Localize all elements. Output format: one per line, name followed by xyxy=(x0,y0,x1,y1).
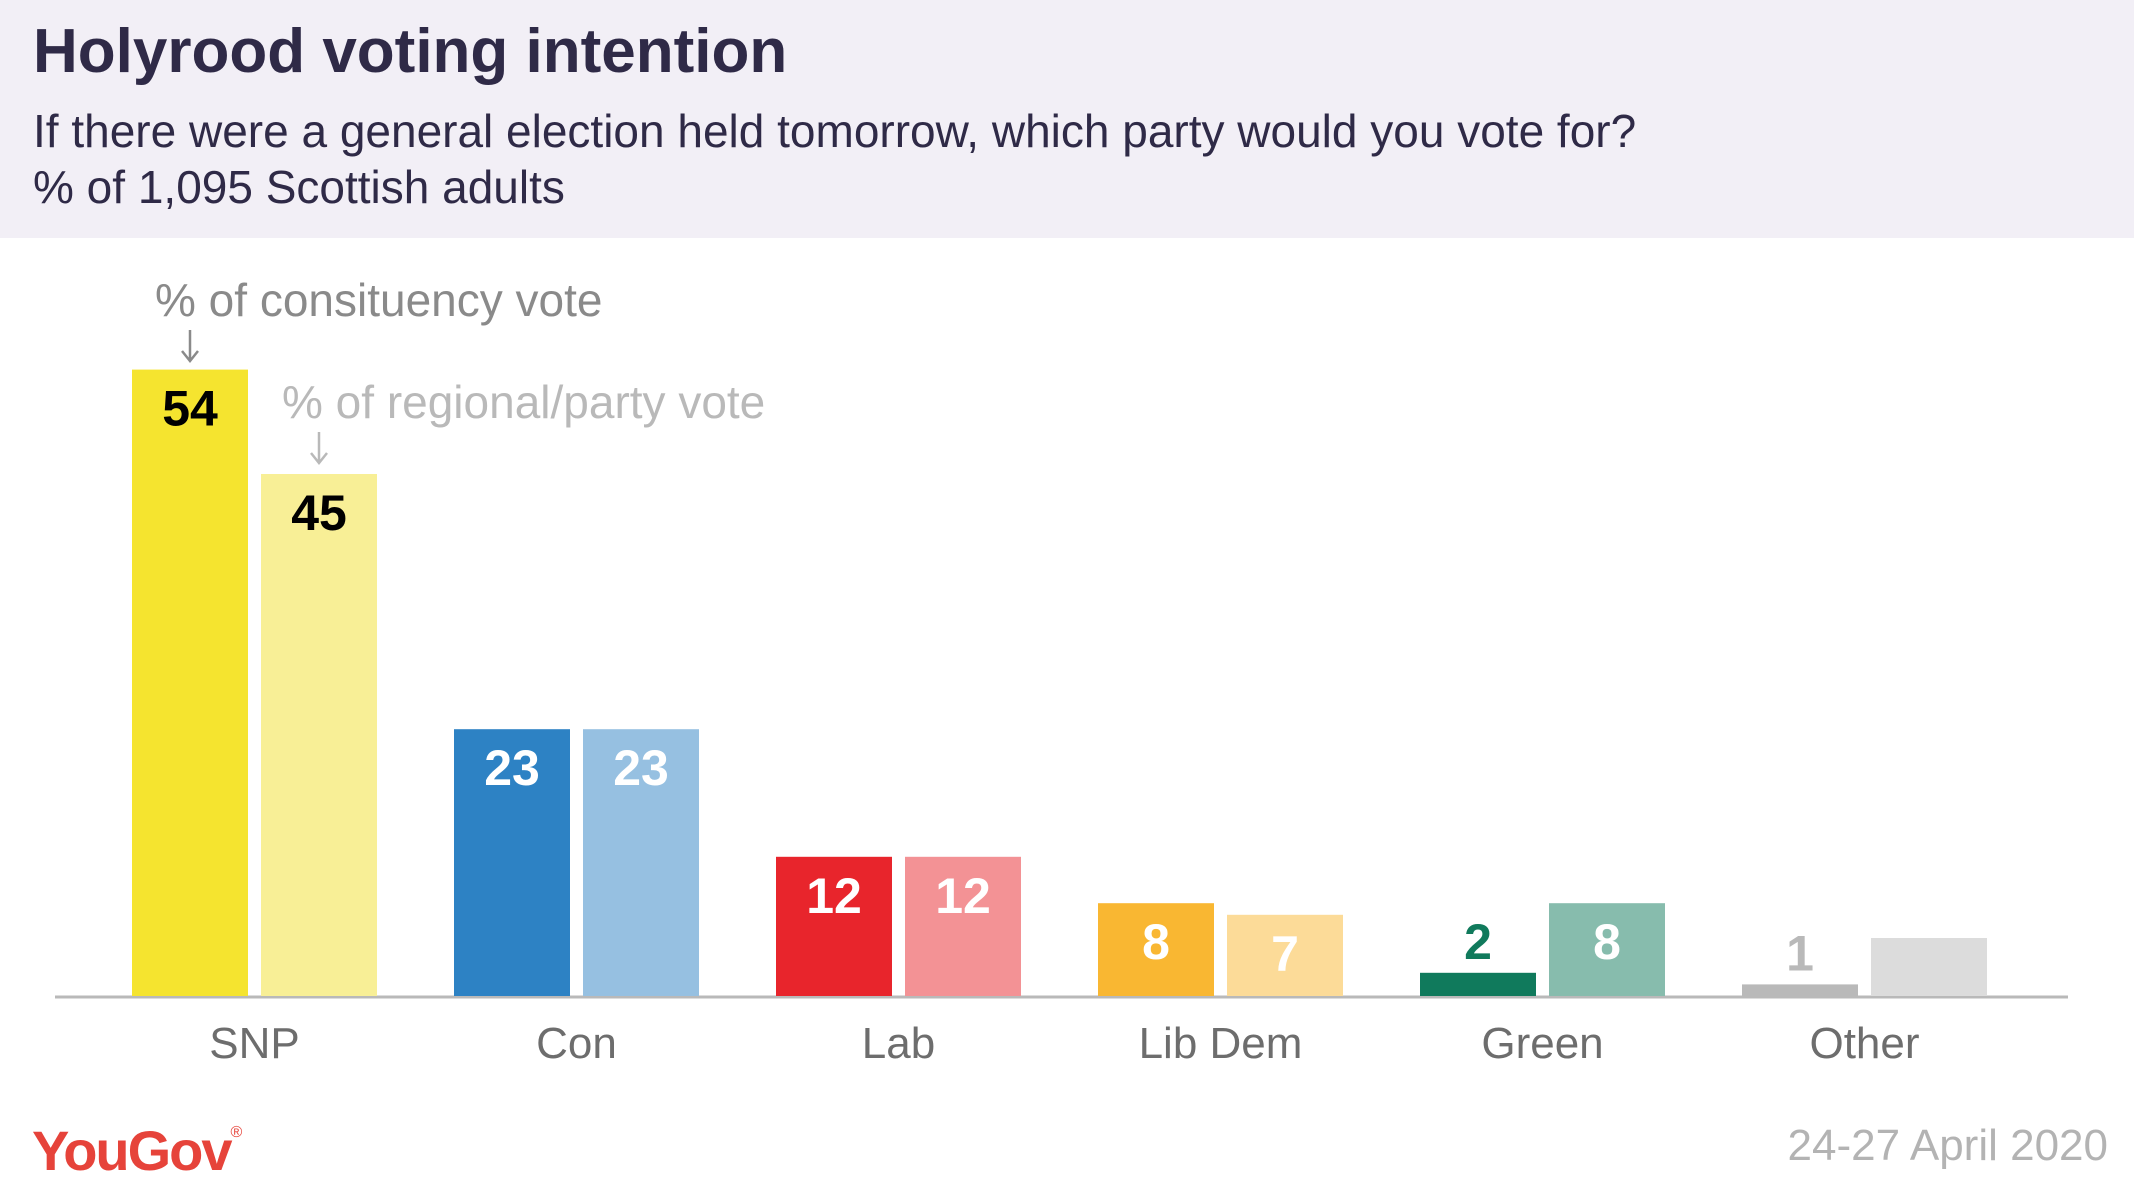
data-label-other-series-2: 5 xyxy=(1915,879,1943,935)
yougov-logo: YouGov® xyxy=(32,1118,243,1183)
bar-snp-series-1 xyxy=(132,369,248,997)
category-label-con: Con xyxy=(536,1019,617,1068)
subtitle-question: If there were a general election held to… xyxy=(33,105,1637,157)
data-label-con-series-2: 23 xyxy=(613,740,669,796)
data-label-snp-series-2: 45 xyxy=(291,485,347,541)
category-label-other: Other xyxy=(1809,1019,1919,1068)
data-label-lib-dem-series-1: 8 xyxy=(1142,914,1170,970)
bar-con-series-1 xyxy=(454,729,570,996)
category-label-lib-dem: Lib Dem xyxy=(1139,1019,1303,1068)
bar-green-series-1 xyxy=(1420,972,1536,996)
arrow-down-icon xyxy=(181,330,199,364)
data-label-lab-series-2: 12 xyxy=(935,868,991,924)
data-label-other-series-1: 1 xyxy=(1786,925,1814,981)
data-label-con-series-1: 23 xyxy=(484,740,540,796)
data-label-green-series-1: 2 xyxy=(1464,914,1492,970)
data-label-lab-series-1: 12 xyxy=(806,868,862,924)
chart-subtitle: If there were a general election held to… xyxy=(33,103,1636,215)
bar-con-series-2 xyxy=(583,729,699,996)
bar-lib-dem-series-1 xyxy=(1098,903,1214,996)
bar-green-series-2 xyxy=(1549,903,1665,996)
bar-snp-series-2 xyxy=(261,474,377,996)
data-label-lib-dem-series-2: 7 xyxy=(1271,926,1299,982)
bar-lab-series-1 xyxy=(776,856,892,996)
category-label-snp: SNP xyxy=(209,1019,299,1068)
chart-title: Holyrood voting intention xyxy=(33,17,788,86)
bar-other-series-1 xyxy=(1742,984,1858,996)
logo-text: YouGov xyxy=(32,1119,233,1182)
fieldwork-date: 24-27 April 2020 xyxy=(1787,1121,2108,1170)
data-label-green-series-2: 8 xyxy=(1593,914,1621,970)
chart-header: Holyrood voting intention If there were … xyxy=(0,0,2134,238)
bar-lib-dem-series-2 xyxy=(1227,914,1343,996)
bar-other-series-2 xyxy=(1871,938,1987,996)
bar-lab-series-2 xyxy=(905,856,1021,996)
annotation-constituency-vote: % of consituency vote xyxy=(155,274,602,326)
registered-mark: ® xyxy=(230,1124,243,1141)
category-label-green: Green xyxy=(1481,1019,1603,1068)
arrow-down-icon xyxy=(310,432,328,466)
subtitle-base: % of 1,095 Scottish adults xyxy=(33,161,565,213)
annotation-regional-vote: % of regional/party vote xyxy=(282,376,765,428)
category-label-lab: Lab xyxy=(862,1019,935,1068)
data-label-snp-series-1: 54 xyxy=(162,381,218,437)
